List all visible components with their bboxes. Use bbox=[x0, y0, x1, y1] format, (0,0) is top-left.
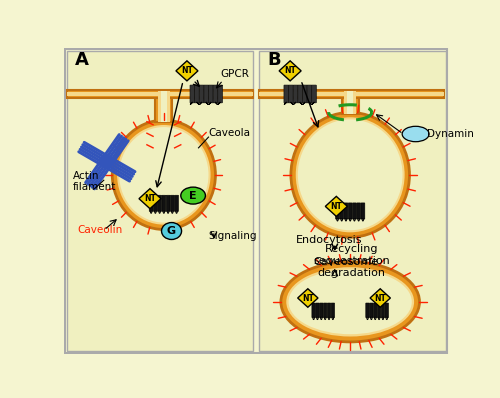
FancyBboxPatch shape bbox=[194, 85, 200, 103]
FancyBboxPatch shape bbox=[161, 91, 167, 122]
FancyBboxPatch shape bbox=[328, 303, 330, 318]
Ellipse shape bbox=[162, 222, 182, 240]
Text: A: A bbox=[74, 51, 88, 69]
FancyBboxPatch shape bbox=[174, 195, 178, 211]
Ellipse shape bbox=[281, 262, 419, 342]
FancyBboxPatch shape bbox=[356, 203, 360, 219]
FancyBboxPatch shape bbox=[324, 303, 327, 318]
Ellipse shape bbox=[119, 127, 208, 222]
FancyBboxPatch shape bbox=[348, 203, 352, 219]
FancyBboxPatch shape bbox=[213, 85, 218, 103]
FancyBboxPatch shape bbox=[293, 85, 298, 103]
FancyBboxPatch shape bbox=[385, 303, 388, 318]
FancyBboxPatch shape bbox=[307, 85, 312, 103]
FancyBboxPatch shape bbox=[347, 91, 354, 114]
FancyBboxPatch shape bbox=[344, 203, 348, 219]
Polygon shape bbox=[326, 196, 347, 217]
FancyBboxPatch shape bbox=[352, 203, 356, 219]
Text: Endocytosis: Endocytosis bbox=[296, 234, 363, 244]
Ellipse shape bbox=[402, 126, 429, 142]
FancyBboxPatch shape bbox=[320, 303, 323, 318]
FancyBboxPatch shape bbox=[260, 92, 444, 96]
FancyBboxPatch shape bbox=[316, 303, 319, 318]
FancyBboxPatch shape bbox=[374, 303, 377, 318]
Text: NT: NT bbox=[144, 194, 156, 203]
FancyBboxPatch shape bbox=[331, 303, 334, 318]
Text: Dynamin: Dynamin bbox=[427, 129, 474, 139]
FancyBboxPatch shape bbox=[312, 85, 316, 103]
Ellipse shape bbox=[298, 119, 403, 230]
FancyBboxPatch shape bbox=[149, 195, 153, 211]
Text: Signaling: Signaling bbox=[208, 231, 257, 241]
FancyBboxPatch shape bbox=[361, 203, 365, 219]
FancyBboxPatch shape bbox=[204, 85, 208, 103]
FancyBboxPatch shape bbox=[190, 85, 194, 103]
FancyBboxPatch shape bbox=[67, 51, 253, 351]
FancyBboxPatch shape bbox=[67, 90, 253, 98]
FancyBboxPatch shape bbox=[366, 303, 369, 318]
FancyBboxPatch shape bbox=[260, 51, 446, 351]
FancyBboxPatch shape bbox=[158, 195, 162, 211]
Text: NT: NT bbox=[374, 293, 386, 302]
Text: B: B bbox=[267, 51, 280, 69]
FancyBboxPatch shape bbox=[336, 203, 340, 219]
FancyBboxPatch shape bbox=[284, 85, 288, 103]
FancyBboxPatch shape bbox=[378, 303, 381, 318]
Text: NT: NT bbox=[330, 202, 342, 211]
FancyBboxPatch shape bbox=[288, 85, 293, 103]
FancyBboxPatch shape bbox=[218, 85, 222, 103]
Polygon shape bbox=[298, 289, 318, 307]
FancyBboxPatch shape bbox=[156, 91, 172, 122]
FancyBboxPatch shape bbox=[302, 85, 307, 103]
Text: Caveola: Caveola bbox=[208, 128, 250, 139]
FancyBboxPatch shape bbox=[370, 303, 373, 318]
Ellipse shape bbox=[296, 117, 405, 232]
Polygon shape bbox=[279, 61, 301, 81]
FancyBboxPatch shape bbox=[298, 85, 302, 103]
Text: GPCR: GPCR bbox=[220, 69, 249, 79]
FancyBboxPatch shape bbox=[158, 91, 170, 122]
Ellipse shape bbox=[291, 113, 410, 237]
Text: Actin
filament: Actin filament bbox=[73, 171, 117, 192]
Polygon shape bbox=[370, 289, 390, 307]
Text: Caveosome: Caveosome bbox=[313, 257, 378, 267]
FancyBboxPatch shape bbox=[66, 49, 447, 353]
Ellipse shape bbox=[112, 120, 216, 230]
Text: NT: NT bbox=[181, 66, 193, 75]
Text: NT: NT bbox=[284, 66, 296, 75]
Polygon shape bbox=[139, 189, 161, 209]
FancyBboxPatch shape bbox=[162, 195, 166, 211]
FancyBboxPatch shape bbox=[200, 85, 204, 103]
Text: NT: NT bbox=[302, 293, 314, 302]
FancyBboxPatch shape bbox=[312, 303, 316, 318]
Text: Caveolin: Caveolin bbox=[78, 224, 123, 234]
FancyBboxPatch shape bbox=[208, 85, 213, 103]
FancyBboxPatch shape bbox=[154, 195, 158, 211]
Polygon shape bbox=[176, 61, 198, 81]
Text: E: E bbox=[190, 191, 197, 201]
Ellipse shape bbox=[288, 269, 412, 334]
Ellipse shape bbox=[181, 187, 206, 204]
FancyBboxPatch shape bbox=[67, 92, 253, 96]
Text: Recycling
sequestration
degradation: Recycling sequestration degradation bbox=[313, 244, 390, 278]
FancyBboxPatch shape bbox=[342, 91, 358, 114]
FancyBboxPatch shape bbox=[340, 203, 344, 219]
Ellipse shape bbox=[286, 267, 414, 337]
FancyBboxPatch shape bbox=[344, 91, 356, 114]
FancyBboxPatch shape bbox=[381, 303, 384, 318]
FancyBboxPatch shape bbox=[170, 195, 174, 211]
Ellipse shape bbox=[117, 125, 210, 224]
Text: G: G bbox=[167, 226, 176, 236]
FancyBboxPatch shape bbox=[166, 195, 170, 211]
FancyBboxPatch shape bbox=[260, 90, 444, 98]
